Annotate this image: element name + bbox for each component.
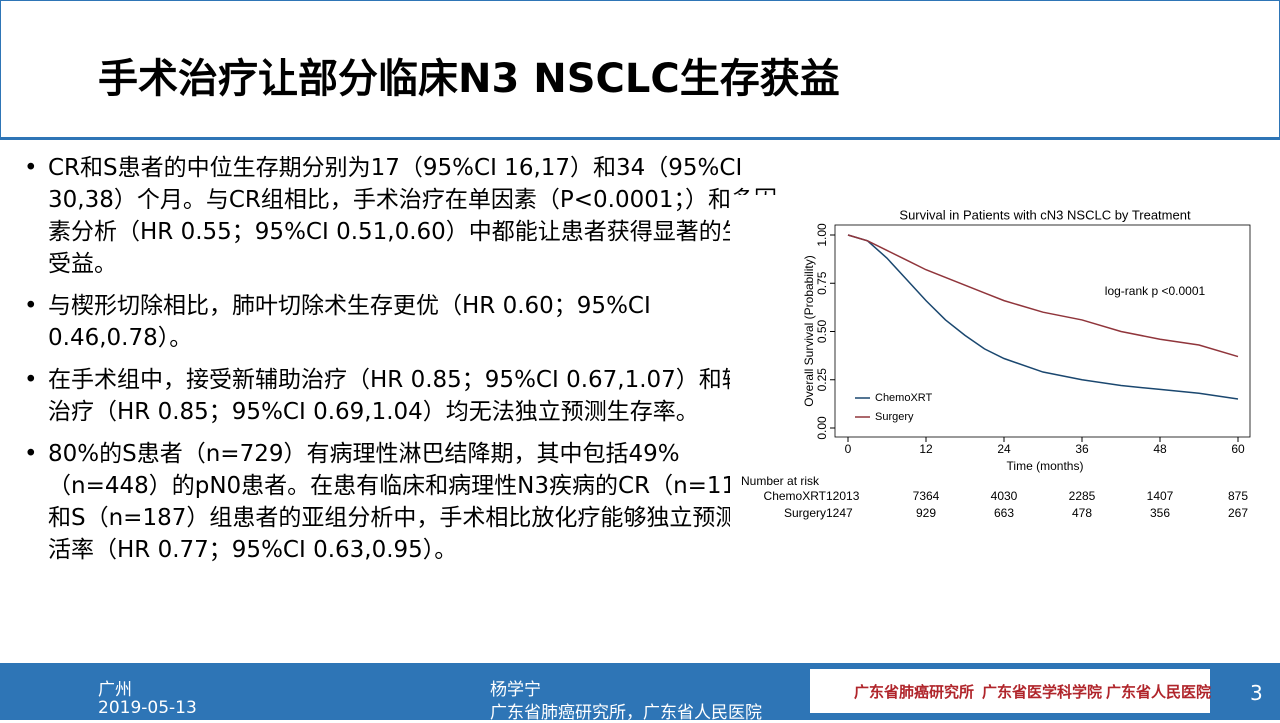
bullet: 在手术组中，接受新辅助治疗（HR 0.85；95%CI 0.67,1.07）和辅… [22,364,784,428]
bullet: 与楔形切除相比，肺叶切除术生存更优（HR 0.60；95%CI 0.46,0.7… [22,290,784,354]
risk-row-name: Surgery [784,506,826,520]
risk-row-name: ChemoXRT [764,489,827,503]
risk-value: 356 [1150,506,1170,520]
logo-text: 广东省人民医院 [1106,683,1212,701]
risk-value: 1407 [1147,489,1174,503]
y-tick-label: 0.50 [815,319,829,343]
logo-text: 广东省肺癌研究所 [854,683,975,701]
legend-label: ChemoXRT [875,392,933,404]
risk-value: 929 [916,506,936,520]
y-tick-label: 0.00 [815,416,829,440]
x-axis-label: Time (months) [1007,459,1084,473]
survival-curve [847,234,1239,358]
legend-label: Surgery [875,411,914,423]
logos: 广东省肺癌研究所 广东省医学科学院 广东省人民医院 [810,669,1212,713]
risk-value: 2285 [1069,489,1096,503]
bullet: 80%的S患者（n=729）有病理性淋巴结降期，其中包括49%（n=448）的p… [22,438,784,566]
risk-value: 267 [1228,506,1248,520]
x-tick-label: 60 [1231,442,1245,456]
risk-value: 4030 [991,489,1018,503]
footer-affiliation: 广东省肺癌研究所，广东省人民医院 [490,703,762,723]
footer: 广州 2019-05-13 杨学宁 广东省肺癌研究所，广东省人民医院 广东省肺癌… [0,663,1280,723]
risk-value: 875 [1228,489,1248,503]
survival-curve [847,234,1239,400]
chart: Survival in Patients with cN3 NSCLC by T… [730,195,1260,530]
footer-date: 2019-05-13 [98,698,197,718]
logo-text: 广东省医学科学院 [982,683,1103,701]
slide-title: 手术治疗让部分临床N3 NSCLC生存获益 [98,56,840,102]
risk-value: 7364 [913,489,940,503]
x-tick-label: 0 [845,442,852,456]
bullet-list: CR和S患者的中位生存期分别为17（95%CI 16,17）和34（95%CI … [22,152,784,576]
risk-value: 1247 [826,506,853,520]
x-tick-label: 36 [1075,442,1089,456]
x-tick-label: 12 [919,442,933,456]
risk-value: 478 [1072,506,1092,520]
chart-bg [730,195,1260,530]
footer-author: 杨学宁 [490,680,541,700]
annotation: log-rank p <0.0001 [1105,284,1206,298]
footer-place: 广州 [98,680,132,700]
risk-title: Number at risk [741,474,820,488]
y-tick-label: 0.75 [815,271,829,295]
chart-title: Survival in Patients with cN3 NSCLC by T… [899,207,1191,222]
risk-value: 663 [994,506,1014,520]
y-tick-label: 0.25 [815,368,829,392]
y-tick-label: 1.00 [815,223,829,247]
risk-value: 12013 [826,489,860,503]
bullet: CR和S患者的中位生存期分别为17（95%CI 16,17）和34（95%CI … [22,152,784,280]
x-tick-label: 24 [997,442,1011,456]
x-tick-label: 48 [1153,442,1167,456]
y-axis-label: Overall Survival (Probability) [802,255,816,406]
page-number: 3 [1250,681,1263,705]
